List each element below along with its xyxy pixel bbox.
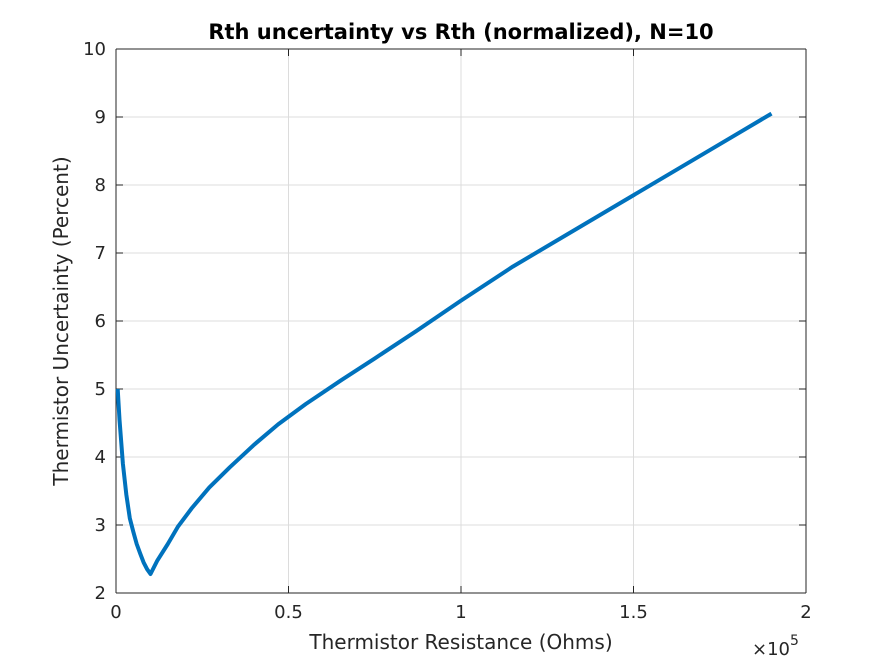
y-tick-label: 6 [95,311,106,332]
series-layer [115,111,773,576]
chart-title: Rth uncertainty vs Rth (normalized), N=1… [208,20,713,44]
x-tick-label: 2 [800,602,811,623]
series-line [115,111,773,576]
y-tick-label: 5 [95,379,106,400]
y-tick-label: 2 [95,583,106,604]
x-exponent-label: ×105 [752,633,799,660]
x-exponent-base: ×10 [752,639,790,660]
x-tick-label: 1.5 [619,602,648,623]
x-tick-label: 0.5 [274,602,303,623]
x-tick-label: 0 [110,602,121,623]
y-tick-label: 4 [95,447,106,468]
y-axis-label: Thermistor Uncertainty (Percent) [49,156,73,486]
x-axis-label: Thermistor Resistance (Ohms) [308,630,612,654]
y-tick-label: 3 [95,515,106,536]
x-exponent-power: 5 [790,633,799,649]
ticks: 0 0.5 1 1.5 2 2 3 4 5 6 7 8 9 10 [83,39,812,623]
y-tick-label: 8 [95,175,106,196]
y-tick-label: 7 [95,243,106,264]
y-tick-label: 10 [83,39,106,60]
y-tick-label: 9 [95,107,106,128]
x-tick-label: 1 [455,602,466,623]
